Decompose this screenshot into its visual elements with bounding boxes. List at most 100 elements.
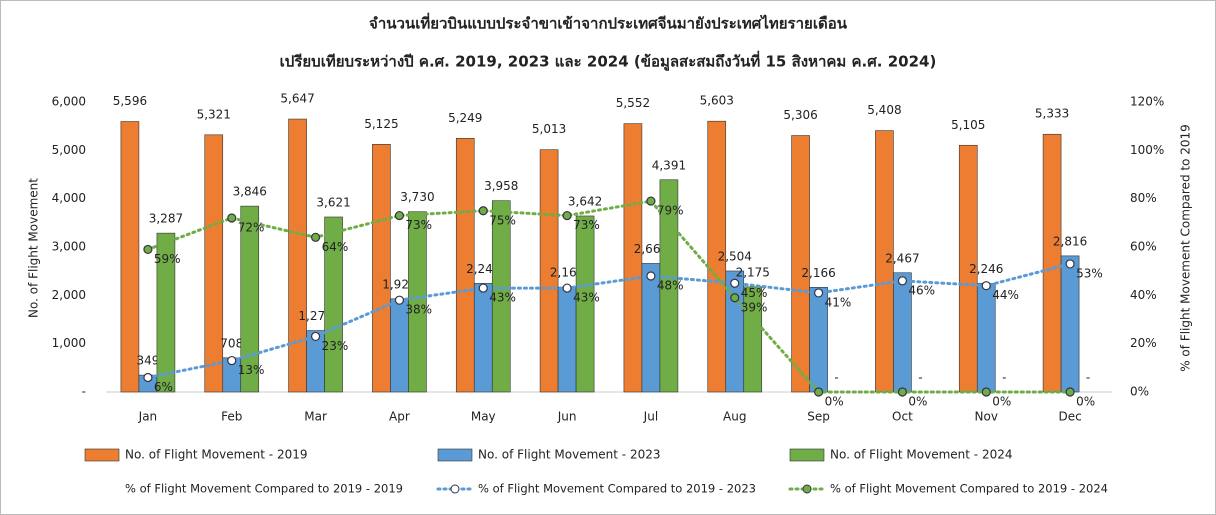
line-marker: [143, 244, 153, 255]
line: [146, 199, 1072, 394]
data-label: 2,504: [718, 249, 752, 263]
data-label: 0%: [992, 395, 1011, 409]
data-label: 0%: [1076, 395, 1095, 409]
data-label: 38%: [405, 303, 432, 317]
data-label: 79%: [657, 204, 684, 218]
data-label: 5,125: [364, 117, 398, 131]
x-tick-label: Sep: [807, 410, 830, 424]
data-label: 5,596: [113, 94, 147, 108]
x-tick-label: Oct: [892, 410, 913, 424]
legend-swatch: [789, 448, 825, 462]
line-marker: [562, 283, 572, 293]
data-label: 2,660: [634, 242, 668, 256]
line-marker: [730, 278, 740, 288]
data-label: 3,621: [316, 195, 350, 209]
data-label: 1,929: [382, 277, 416, 291]
y2-tick-label: 60%: [1130, 240, 1157, 254]
data-label: -: [1002, 371, 1006, 385]
data-label: 3,846: [233, 185, 267, 199]
data-label: 64%: [322, 240, 349, 254]
bar: [204, 134, 224, 393]
line-marker: [646, 196, 656, 206]
x-tick-label: May: [471, 410, 496, 424]
x-tick-label: Jun: [557, 410, 577, 424]
bar: [659, 179, 679, 393]
y2-tick-label: 20%: [1130, 336, 1157, 350]
line-marker: [227, 355, 237, 366]
data-label: 2,166: [801, 266, 835, 280]
bar: [491, 200, 511, 393]
data-label: 39%: [741, 300, 768, 314]
data-label: 0%: [908, 395, 927, 409]
legend-swatch: [802, 484, 812, 494]
data-label: 5,013: [532, 122, 566, 136]
data-label: 5,333: [1035, 107, 1069, 121]
legend-label: % of Flight Movement Compared to 2019 - …: [125, 482, 403, 496]
y-tick-label: 3,000: [52, 240, 86, 254]
bar: [791, 135, 810, 393]
x-tick-label: Nov: [975, 410, 998, 424]
line-marker: [730, 293, 740, 303]
chart-title: จำนวนเที่ยวบินแบบประจำขาเข้าจากประเทศจีน…: [369, 13, 848, 33]
bar: [455, 137, 475, 393]
legend-label: No. of Flight Movement - 2019: [125, 448, 308, 462]
y2-tick-label: 0%: [1130, 385, 1149, 399]
line-marker: [478, 206, 488, 216]
y-tick-label: 2,000: [52, 288, 86, 302]
data-label: 46%: [908, 283, 935, 297]
data-label: 5,306: [783, 108, 817, 122]
data-label: 23%: [322, 339, 349, 353]
data-label: 43%: [489, 291, 516, 305]
data-label: 3,958: [484, 179, 518, 193]
data-label: 2,175: [736, 265, 770, 279]
legend-label: % of Flight Movement Compared to 2019 - …: [478, 482, 756, 496]
data-label: 349: [136, 354, 159, 368]
data-label: 5,552: [616, 96, 650, 110]
y-tick-label: -: [82, 385, 86, 399]
data-label: 0%: [825, 395, 844, 409]
line-marker: [897, 387, 908, 397]
legend-swatch: [450, 484, 460, 494]
data-label: 5,249: [448, 111, 482, 125]
bar: [707, 120, 727, 393]
line-marker: [981, 281, 991, 291]
data-label: 5,105: [951, 118, 985, 132]
line-marker: [478, 283, 488, 293]
y2-axis-label: % of Flight Movement Compared to 2019: [1179, 124, 1193, 372]
y2-tick-label: 120%: [1130, 95, 1164, 109]
data-label: -: [834, 371, 838, 385]
x-tick-label: Aug: [723, 410, 746, 424]
data-label: 44%: [992, 288, 1019, 302]
y-tick-label: 6,000: [52, 95, 86, 109]
data-label: 41%: [825, 295, 852, 309]
data-label: 1,271: [298, 309, 332, 323]
data-label: 2,248: [466, 262, 500, 276]
data-label: 73%: [405, 218, 432, 232]
data-label: 75%: [489, 213, 516, 227]
data-label: 53%: [1076, 266, 1103, 280]
bar: [156, 232, 176, 393]
legend-swatch: [84, 448, 120, 462]
x-tick-label: Apr: [389, 410, 410, 424]
line-marker: [562, 210, 572, 221]
data-label: 13%: [238, 363, 265, 377]
y-tick-label: 5,000: [52, 143, 86, 157]
bar: [1042, 133, 1062, 393]
line-marker: [310, 331, 321, 342]
bar: [575, 215, 595, 393]
data-label: 3,730: [400, 190, 434, 204]
line-marker: [227, 213, 237, 223]
data-label: -: [1086, 371, 1090, 385]
line-marker: [143, 372, 153, 383]
data-label: 48%: [657, 279, 684, 293]
data-label: 3,642: [568, 194, 602, 208]
data-label: 6%: [154, 380, 173, 394]
data-label: 4,391: [652, 158, 686, 172]
bar: [372, 143, 391, 393]
bar: [743, 286, 763, 393]
bar: [539, 149, 559, 393]
y-tick-label: 1,000: [52, 336, 86, 350]
y2-tick-label: 80%: [1130, 191, 1157, 205]
